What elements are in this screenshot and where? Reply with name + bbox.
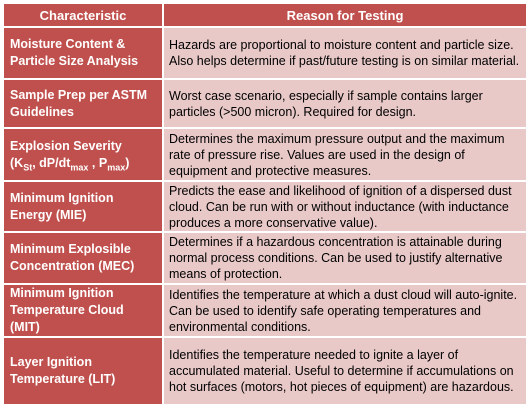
table-row: Sample Prep per ASTM Guidelines Worst ca… [2,78,528,129]
characteristic-cell: Layer Ignition Temperature (LIT) [2,336,164,406]
reason-cell: Worst case scenario, especially if sampl… [162,78,528,129]
characteristic-cell: Moisture Content & Particle Size Analysi… [2,26,164,80]
characteristic-mid2: , P [88,155,108,170]
header-reason: Reason for Testing [162,2,528,28]
characteristic-mid1: , dP/dt [32,155,71,170]
reason-cell: Identifies the temperature at which a du… [162,283,528,338]
header-characteristic: Characteristic [2,2,164,28]
characteristic-cell: Explosion Severity (KSt, dP/dtmax , Pmax) [2,127,164,182]
characteristic-cell: Minimum Ignition Temperature Cloud (MIT) [2,283,164,338]
reason-cell: Identifies the temperature needed to ign… [162,336,528,406]
characteristic-open: (K [10,155,24,170]
characteristic-cell: Minimum Ignition Energy (MIE) [2,180,164,233]
characteristic-cell: Minimum Explosible Concentration (MEC) [2,231,164,285]
table-row: Layer Ignition Temperature (LIT) Identif… [2,336,528,406]
header-row: Characteristic Reason for Testing [2,2,528,28]
characteristic-close: ) [125,155,130,170]
subscript-st: St [23,162,33,172]
table-row: Minimum Ignition Energy (MIE) Predicts t… [2,180,528,233]
table-row: Minimum Explosible Concentration (MEC) D… [2,231,528,285]
characteristic-line1: Explosion Severity [10,138,122,153]
table-row: Moisture Content & Particle Size Analysi… [2,26,528,80]
subscript-max-1: max [70,162,89,172]
reason-cell: Hazards are proportional to moisture con… [162,26,528,80]
reason-cell: Determines if a hazardous concentration … [162,231,528,285]
characteristic-cell: Sample Prep per ASTM Guidelines [2,78,164,129]
table-row: Minimum Ignition Temperature Cloud (MIT)… [2,283,528,338]
reason-cell: Predicts the ease and likelihood of igni… [162,180,528,233]
reason-cell: Determines the maximum pressure output a… [162,127,528,182]
table-row: Explosion Severity (KSt, dP/dtmax , Pmax)… [2,127,528,182]
subscript-max-2: max [107,162,126,172]
